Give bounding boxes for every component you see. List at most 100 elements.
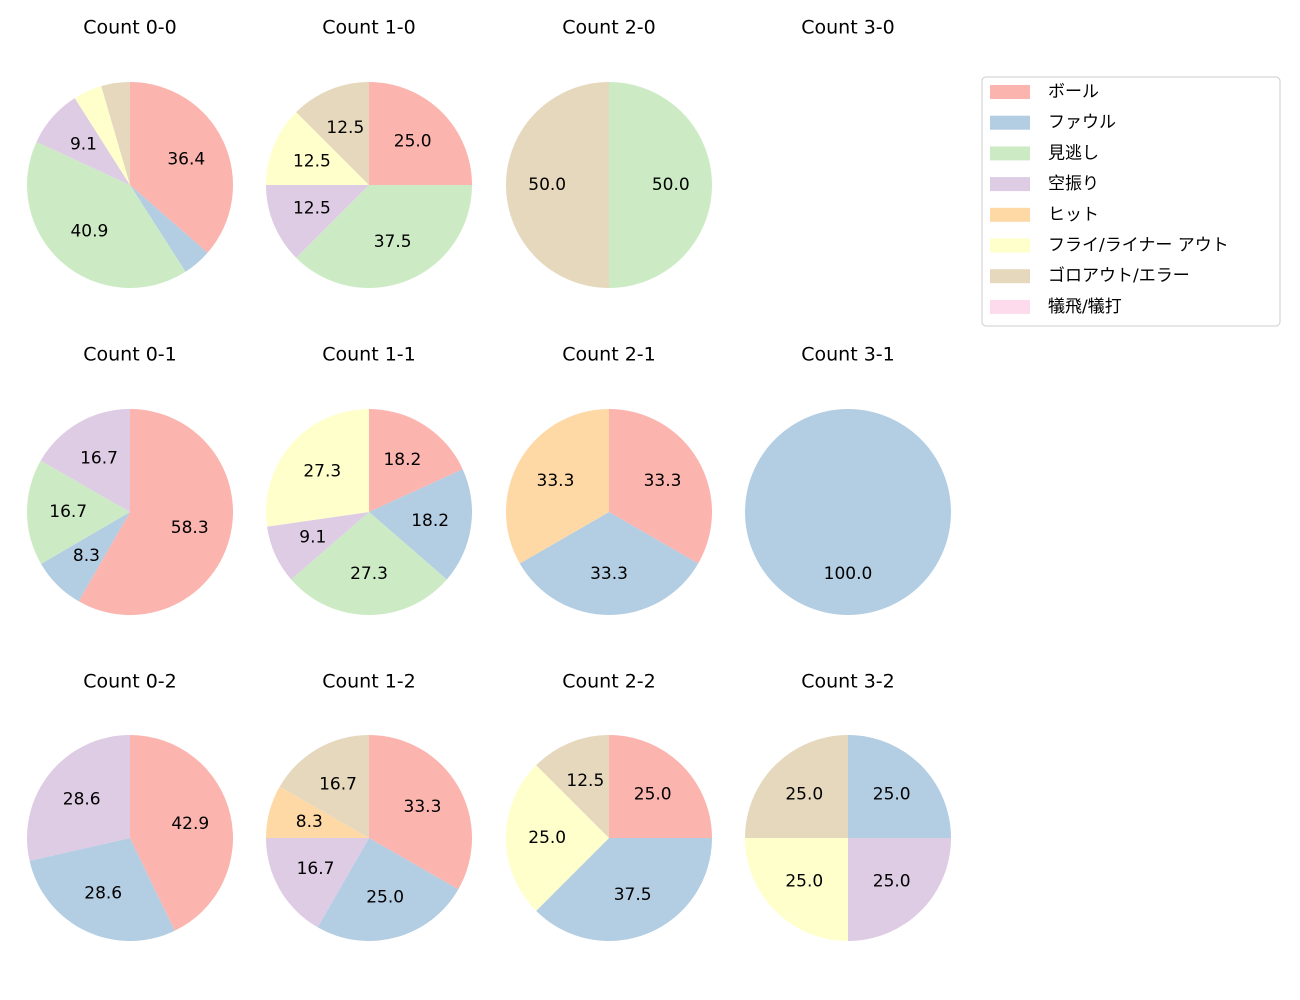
slice-label: 8.3: [73, 546, 100, 566]
pie-slice: [26, 141, 186, 288]
pie-slice: [536, 735, 609, 838]
pie-slice: [40, 409, 130, 512]
chart-title: Count 2-2: [562, 671, 656, 693]
pie-slice: [279, 735, 369, 838]
pie-slice: [74, 86, 130, 185]
chart-title: Count 3-2: [801, 671, 895, 693]
legend-swatch: [990, 177, 1030, 192]
pie-slice: [369, 735, 472, 890]
legend-label: ファウル: [1048, 113, 1116, 133]
slice-label: 9.1: [299, 528, 326, 548]
legend-label: 見逃し: [1048, 143, 1099, 163]
pie-slice: [291, 512, 447, 615]
chart-title: Count 0-0: [83, 17, 177, 39]
slice-label: 25.0: [785, 784, 823, 804]
slice-label: 25.0: [785, 872, 823, 892]
legend-swatch: [990, 115, 1030, 130]
slice-label: 50.0: [528, 175, 566, 195]
slice-label: 50.0: [652, 175, 690, 195]
chart-title: Count 2-0: [562, 17, 656, 39]
pie-slice: [266, 185, 369, 258]
pie-slice: [609, 409, 712, 564]
pie-slice: [745, 735, 848, 838]
pie-slice: [506, 82, 609, 288]
slice-label: 100.0: [824, 564, 873, 584]
pie-slice: [296, 82, 369, 185]
legend-label: ゴロアウト/エラー: [1048, 265, 1190, 286]
legend-swatch: [990, 85, 1030, 99]
chart-title: Count 1-0: [322, 17, 416, 39]
slice-label: 25.0: [366, 888, 404, 908]
chart-title: Count 0-2: [83, 671, 177, 693]
legend-swatch: [990, 299, 1030, 314]
chart-title: Count 0-1: [83, 344, 177, 366]
slice-label: 18.2: [383, 450, 421, 470]
pie-slice: [369, 82, 472, 185]
pie-slice: [101, 82, 130, 185]
pie-slice: [27, 460, 131, 564]
pie-slice: [848, 838, 951, 941]
slice-label: 18.2: [411, 511, 449, 531]
slice-label: 25.0: [634, 784, 672, 804]
slice-label: 33.3: [404, 797, 442, 817]
slice-label: 8.3: [296, 812, 323, 832]
slice-label: 37.5: [614, 885, 652, 905]
pie-slice: [317, 838, 459, 942]
slice-label: 27.3: [303, 462, 341, 482]
legend-label: ヒット: [1048, 205, 1099, 225]
legend-label: 犠飛/犠打: [1048, 297, 1122, 317]
pie-slice: [130, 82, 234, 253]
slice-label: 42.9: [171, 814, 209, 834]
slice-label: 25.0: [394, 131, 432, 151]
pie-slice: [266, 409, 369, 527]
legend-label: 空振り: [1048, 174, 1099, 194]
pie-slice: [29, 838, 175, 941]
chart-title: Count 2-1: [562, 344, 656, 366]
slice-label: 33.3: [644, 471, 682, 491]
pie-slice: [130, 185, 208, 272]
pie-slice: [369, 409, 463, 512]
slice-label: 36.4: [167, 149, 205, 169]
slice-label: 58.3: [171, 518, 209, 538]
legend-swatch: [990, 238, 1030, 253]
pie-slice: [519, 512, 699, 615]
legend-swatch: [990, 207, 1030, 222]
chart-title: Count 1-2: [322, 671, 416, 693]
slice-label: 16.7: [319, 775, 357, 795]
legend-swatch: [990, 269, 1030, 284]
slice-label: 28.6: [63, 789, 101, 809]
chart-title: Count 3-0: [801, 17, 895, 39]
slice-label: 9.1: [70, 134, 97, 154]
slice-label: 25.0: [873, 872, 911, 892]
slice-label: 33.3: [590, 564, 628, 584]
legend-label: フライ/ライナー アウト: [1048, 236, 1229, 256]
slice-label: 25.0: [528, 828, 566, 848]
pie-slice: [369, 469, 473, 580]
slice-label: 27.3: [350, 564, 388, 584]
pie-slice: [506, 409, 609, 564]
slice-label: 25.0: [873, 784, 911, 804]
pie-slice: [27, 735, 131, 861]
pie-slice: [609, 735, 712, 838]
slice-label: 16.7: [297, 859, 335, 879]
slice-label: 40.9: [70, 222, 108, 242]
pie-slice: [41, 512, 131, 602]
chart-title: Count 3-1: [801, 344, 895, 366]
slice-label: 12.5: [293, 151, 331, 171]
pie-slice: [536, 838, 712, 941]
legend-box: [981, 76, 1281, 327]
legend-label: ボール: [1048, 82, 1099, 102]
pie-slice: [296, 185, 472, 288]
pie-slice: [266, 786, 369, 838]
pie-slice: [745, 838, 848, 941]
pie-slice: [130, 735, 233, 931]
slice-label: 12.5: [293, 199, 331, 219]
slice-label: 33.3: [537, 471, 575, 491]
slice-label: 16.7: [49, 502, 87, 522]
pie-slice: [506, 765, 609, 911]
pie-slice: [745, 409, 951, 615]
slice-label: 12.5: [326, 118, 364, 138]
pie-slice: [267, 512, 369, 580]
pie-slice: [78, 409, 234, 615]
